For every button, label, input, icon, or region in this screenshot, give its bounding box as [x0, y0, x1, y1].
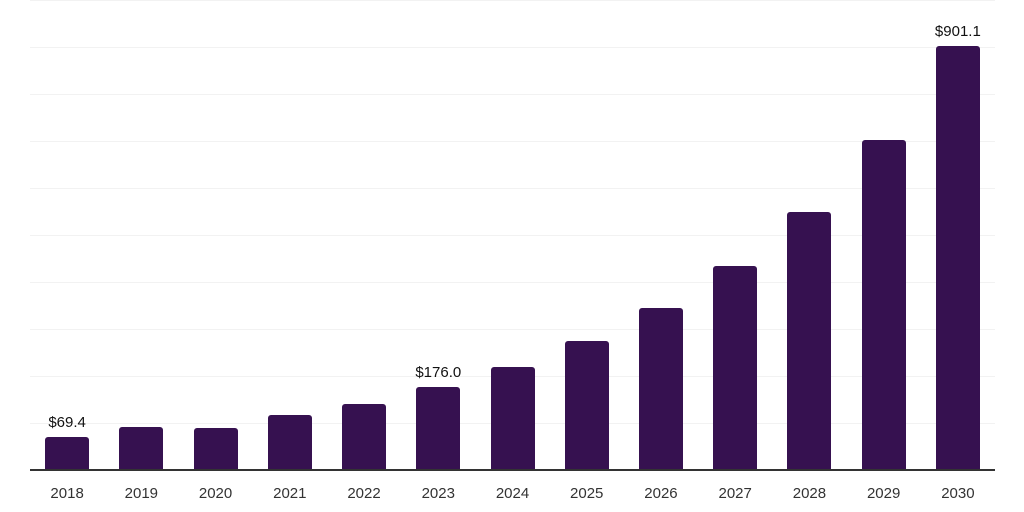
gridline-800: [30, 94, 995, 95]
x-tick-2022: 2022: [347, 485, 381, 502]
x-tick-2030: 2030: [941, 485, 975, 502]
bar-2018: [45, 437, 90, 470]
x-tick-2025: 2025: [570, 485, 604, 502]
bar-2025: [564, 340, 609, 470]
x-tick-2029: 2029: [866, 485, 901, 502]
x-tick-2027: 2027: [718, 485, 752, 502]
gridline-500: [30, 235, 995, 236]
bar-2027: [713, 265, 758, 470]
bar-2020: [193, 427, 238, 470]
x-tick-2020: 2020: [198, 485, 233, 502]
bar-2026: [638, 308, 683, 470]
x-axis-labels: 2018 2019 2020 2021 2022 2023 2024 2025 2026 2027…: [30, 486, 995, 506]
bar-2021: [267, 415, 312, 470]
bar-2029: [861, 139, 906, 470]
bar-2022: [342, 404, 387, 470]
bar-2028: [787, 211, 832, 470]
bar-2019: [119, 426, 164, 470]
bar-value-label-2018: $69.4: [48, 414, 86, 432]
bar-2030: [935, 46, 980, 470]
gridline-400: [30, 282, 995, 283]
x-tick-2018: 2018: [50, 485, 84, 502]
x-tick-2021: 2021: [273, 485, 307, 502]
x-tick-2026: 2026: [644, 485, 678, 502]
plot-area: $69.4 $176.0 $901.1: [30, 0, 995, 470]
x-tick-2024: 2024: [495, 485, 530, 502]
x-tick-2028: 2028: [792, 485, 827, 502]
bar-2023: [416, 387, 461, 470]
x-tick-2023: 2023: [421, 485, 455, 502]
gridline-900: [30, 47, 995, 48]
x-axis-line: [30, 469, 995, 471]
gridline-300: [30, 329, 995, 330]
bar-2024: [490, 366, 535, 470]
bar-value-label-2023: $176.0: [415, 364, 462, 382]
bar-value-label-2030: $901.1: [934, 23, 981, 41]
gridline-700: [30, 141, 995, 142]
gridline-1000: [30, 0, 995, 1]
x-tick-2019: 2019: [124, 485, 159, 502]
gridline-600: [30, 188, 995, 189]
